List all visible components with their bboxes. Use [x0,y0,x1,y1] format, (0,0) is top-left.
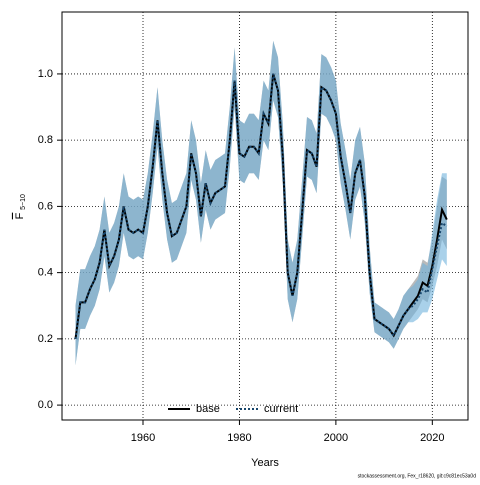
x-tick-label: 1980 [227,432,251,444]
x-tick-label: 1960 [131,432,155,444]
footnote: stockassessment.org, Fex_r18620, git:c9c… [358,473,477,479]
x-axis-label: Years [251,457,279,469]
x-tick-label: 2020 [420,432,444,444]
y-tick-label: 0.2 [38,333,53,345]
y-tick-label: 0.0 [38,399,53,411]
y-axis-label-sub: 5−10 [20,194,27,210]
y-tick-label: 1.0 [38,68,53,80]
y-tick-label: 0.6 [38,200,53,212]
plot-frame [61,11,469,421]
y-tick-label: 0.8 [38,134,53,146]
y-axis-label-group: F 5−10 [14,194,27,219]
legend-label: base [196,403,220,415]
x-tick-label: 2000 [324,432,348,444]
confidence-band [75,40,447,366]
y-axis-label: F [14,212,26,219]
y-tick-label: 0.4 [38,267,53,279]
series-line [74,73,448,340]
legend-label: current [264,403,298,415]
